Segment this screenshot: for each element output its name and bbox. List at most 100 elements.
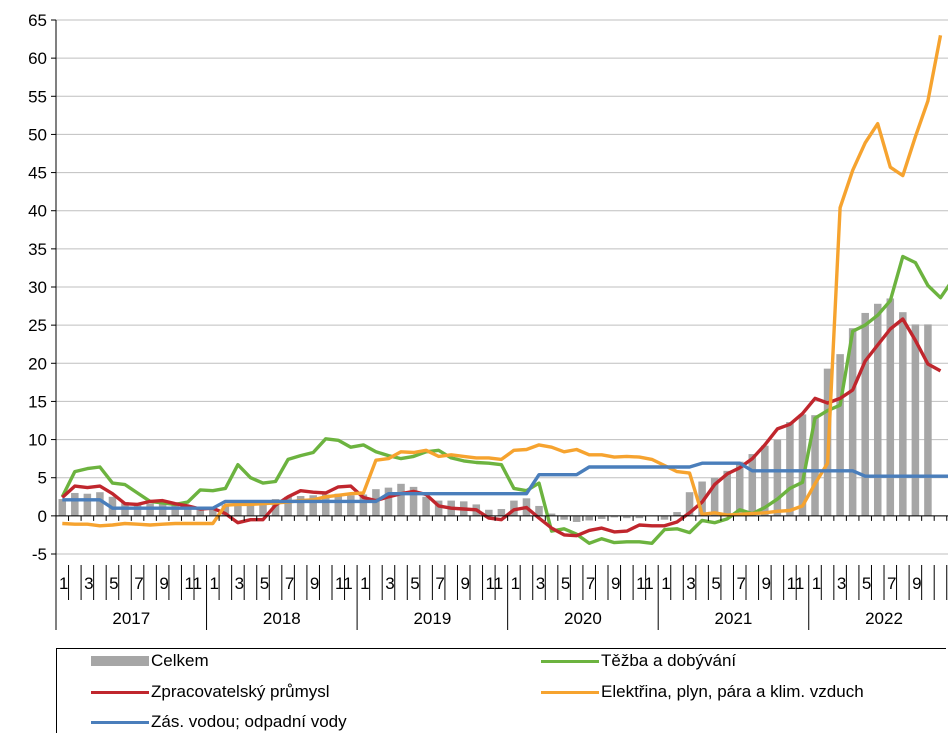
- bar: [786, 422, 794, 516]
- bar: [723, 470, 731, 516]
- month-label: 5: [561, 574, 570, 593]
- year-label: 2020: [564, 609, 602, 628]
- bar: [560, 515, 568, 520]
- bar: [572, 515, 581, 522]
- y-tick-label: 5: [38, 469, 47, 488]
- y-tick-label: 55: [28, 87, 47, 106]
- month-label: 1: [812, 574, 821, 593]
- bar: [911, 324, 920, 516]
- legend-item-voda: Zás. vodou; odpadní vody: [91, 712, 347, 732]
- legend-item-elektrina: Elektřina, plyn, pára a klim. vzduch: [541, 682, 864, 702]
- legend-label-zpracovatelsky: Zpracovatelský průmysl: [151, 682, 330, 701]
- bar: [384, 487, 393, 516]
- month-label: 3: [235, 574, 244, 593]
- bar: [811, 415, 819, 516]
- bar: [171, 504, 179, 516]
- bar: [347, 495, 355, 516]
- month-label: 7: [285, 574, 294, 593]
- legend-swatch-celkem: [91, 656, 149, 666]
- bar: [873, 303, 882, 516]
- bar: [635, 515, 644, 519]
- bar: [259, 500, 267, 516]
- bar: [246, 502, 255, 516]
- month-label: 1: [661, 574, 670, 593]
- legend-label-elektrina: Elektřina, plyn, pára a klim. vzduch: [601, 682, 864, 701]
- month-label: 7: [435, 574, 444, 593]
- y-tick-label: 40: [28, 202, 47, 221]
- bar: [485, 509, 493, 516]
- legend-item-celkem: Celkem: [91, 651, 209, 671]
- legend-label-voda: Zás. vodou; odpadní vody: [151, 712, 347, 731]
- y-tick-label: 35: [28, 240, 47, 259]
- month-label: 3: [837, 574, 846, 593]
- y-tick-label: 30: [28, 278, 47, 297]
- bar: [96, 492, 104, 516]
- year-label: 2019: [413, 609, 451, 628]
- month-label: 9: [762, 574, 771, 593]
- legend-item-tezba: Těžba a dobývání: [541, 651, 736, 671]
- bar: [597, 515, 606, 519]
- legend-label-tezba: Těžba a dobývání: [601, 651, 737, 670]
- month-label: 9: [460, 574, 469, 593]
- bar: [848, 328, 857, 516]
- month-label: 9: [912, 574, 921, 593]
- bar: [623, 515, 631, 519]
- bar: [422, 496, 430, 516]
- bar: [861, 312, 869, 516]
- legend-label-celkem: Celkem: [151, 651, 209, 670]
- y-tick-label: 60: [28, 49, 47, 68]
- month-label: 5: [711, 574, 720, 593]
- legend-swatch-tezba: [541, 659, 599, 663]
- bar: [773, 439, 782, 516]
- bar: [83, 493, 92, 516]
- y-tick-label: 20: [28, 354, 47, 373]
- bar: [610, 515, 619, 518]
- month-label: 3: [686, 574, 695, 593]
- bar: [924, 324, 932, 516]
- y-tick-label: 25: [28, 316, 47, 335]
- month-label: 9: [310, 574, 319, 593]
- year-label: 2018: [263, 609, 301, 628]
- legend-swatch-zpracovatelsky: [91, 690, 149, 694]
- series-line: [62, 34, 943, 528]
- bar: [334, 493, 343, 516]
- year-label: 2022: [865, 609, 903, 628]
- bar: [673, 512, 681, 516]
- bar: [397, 483, 405, 516]
- bar: [434, 500, 443, 516]
- month-label: 11: [486, 574, 504, 593]
- month-label: 9: [159, 574, 168, 593]
- bar: [209, 506, 217, 516]
- legend-swatch-voda: [91, 720, 149, 724]
- month-label: 7: [134, 574, 143, 593]
- bar: [798, 414, 807, 516]
- series-line: [61, 317, 942, 538]
- month-label: 11: [787, 574, 805, 593]
- series-line: [62, 461, 948, 510]
- bar: [761, 445, 769, 516]
- bar: [836, 354, 844, 516]
- bar: [296, 496, 305, 516]
- bar: [71, 492, 79, 516]
- bar: [698, 481, 706, 516]
- month-label: 7: [736, 574, 745, 593]
- bar: [234, 504, 242, 516]
- bar: [284, 496, 292, 516]
- month-label: 1: [59, 574, 68, 593]
- bar: [196, 508, 205, 516]
- bar: [309, 495, 317, 516]
- legend-swatch-elektrina: [541, 690, 599, 694]
- legend-item-zpracovatelsky: Zpracovatelský průmysl: [91, 682, 330, 702]
- y-tick-label: 45: [28, 164, 47, 183]
- month-label: 7: [586, 574, 595, 593]
- bar: [321, 494, 330, 516]
- bar: [899, 312, 907, 516]
- month-label: 3: [84, 574, 93, 593]
- month-label: 5: [410, 574, 419, 593]
- month-label: 11: [636, 574, 654, 593]
- y-tick-label: 0: [38, 507, 47, 526]
- bar: [497, 508, 506, 516]
- bar: [409, 486, 418, 516]
- y-tick-label: 50: [28, 125, 47, 144]
